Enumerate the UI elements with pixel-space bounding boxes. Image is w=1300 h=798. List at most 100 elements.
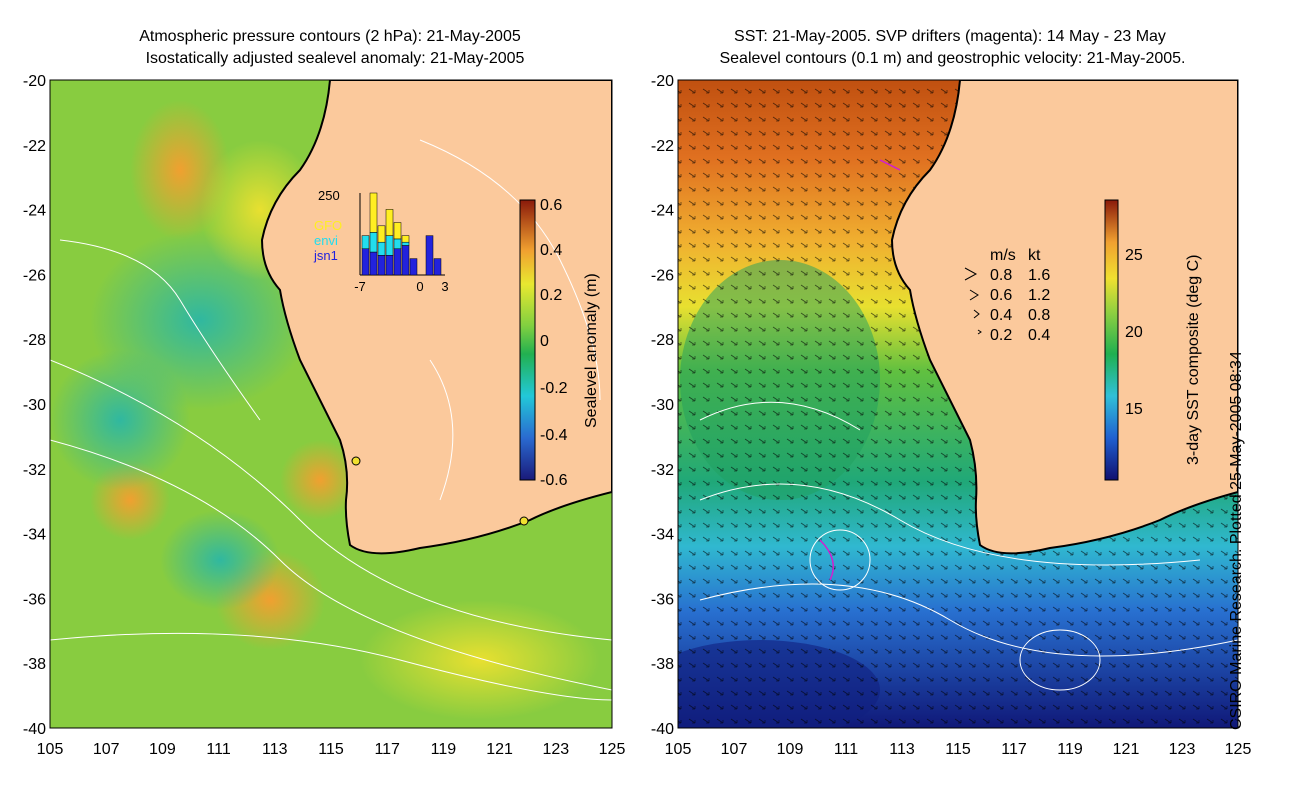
inset-bar-envi	[361, 235, 370, 250]
vel-row2-kt: 0.8	[1028, 307, 1050, 324]
right-lon-tick: 107	[721, 741, 748, 758]
left-cbar-tick-4: -0.2	[540, 380, 568, 397]
inset-bar-gfo	[377, 225, 386, 243]
right-title-line1: SST: 21-May-2005. SVP drifters (magenta)…	[734, 28, 1166, 45]
left-title-line2: Isostatically adjusted sealevel anomaly:…	[145, 50, 525, 67]
velocity-legend: m/s kt 0.8 1.6 0.6 1.2 0.4 0.8 0.2 0.4	[964, 247, 1050, 344]
inset-bar-gfo	[393, 222, 402, 240]
inset-bar-gfo	[401, 235, 410, 243]
left-lat-tick: -28	[23, 332, 46, 349]
left-cbar-tick-3: 0	[540, 333, 549, 350]
inset-xtick-0: -7	[354, 279, 366, 294]
right-lat-tick: -24	[651, 203, 674, 220]
right-lat-tick: -22	[651, 138, 674, 155]
left-lat-tick: -38	[23, 656, 46, 673]
right-lon-tick: 117	[1001, 741, 1027, 758]
vel-row0-kt: 1.6	[1028, 267, 1050, 284]
inset-bar-jsn1	[369, 251, 378, 276]
inset-bar-jsn1	[377, 255, 386, 276]
inset-bar-jsn1	[409, 258, 418, 276]
left-lon-tick: 117	[374, 741, 400, 758]
right-lat-tick: -20	[651, 73, 674, 90]
inset-legend-gfo: GFO	[314, 218, 342, 233]
inset-bar-envi	[377, 241, 386, 256]
left-lat-tick: -34	[23, 527, 46, 544]
left-cbar-tick-0: 0.6	[540, 197, 562, 214]
left-lat-tick: -32	[23, 462, 46, 479]
right-lon-tick: 111	[834, 741, 858, 758]
inset-legend-envi: envi	[314, 233, 338, 248]
inset-bar-envi	[369, 232, 378, 253]
left-lon-tick: 119	[431, 741, 457, 758]
left-lat-tick: -40	[23, 721, 46, 738]
inset-xtick-1: 0	[416, 279, 423, 294]
right-lon-tick: 119	[1057, 741, 1083, 758]
vel-header-kt: kt	[1028, 247, 1041, 264]
inset-histogram: 250 GFO envi jsn1 -7 0 3	[313, 188, 449, 294]
left-lon-tick: 105	[37, 741, 64, 758]
vel-row3-kt: 0.4	[1028, 327, 1050, 344]
right-lat-tick: -26	[651, 267, 674, 284]
inset-bar-jsn1	[433, 258, 442, 276]
right-land	[890, 80, 1238, 555]
left-lat-tick: -36	[23, 591, 46, 608]
right-lon-tick: 109	[777, 741, 804, 758]
right-title-line2: Sealevel contours (0.1 m) and geostrophi…	[719, 50, 1186, 67]
inset-bar-jsn1	[361, 248, 370, 276]
left-lat-tick: -30	[23, 397, 46, 414]
right-lat-tick: -38	[651, 656, 674, 673]
left-lon-tick: 111	[206, 741, 230, 758]
inset-ymax: 250	[318, 188, 340, 203]
right-cbar-tick-2: 15	[1125, 401, 1143, 418]
left-lon-tick: 125	[599, 741, 626, 758]
inset-bar-jsn1	[393, 248, 402, 276]
left-lat-tick: -20	[23, 73, 46, 90]
inset-bar-envi	[393, 238, 402, 250]
right-map	[678, 80, 1238, 728]
inset-bar-gfo	[385, 209, 394, 236]
left-lon-tick: 113	[262, 741, 288, 758]
right-cbar-tick-0: 25	[1125, 247, 1143, 264]
right-colorbar: 25 20 15 3-day SST composite (deg C)	[1104, 199, 1202, 481]
left-lon-tick: 107	[93, 741, 120, 758]
left-title-line1: Atmospheric pressure contours (2 hPa): 2…	[139, 28, 521, 45]
inset-bar-jsn1	[425, 235, 434, 276]
vel-row1-kt: 1.2	[1028, 287, 1050, 304]
right-lon-tick: 115	[945, 741, 971, 758]
left-cbar-tick-2: 0.2	[540, 287, 562, 304]
left-lat-tick: -24	[23, 203, 46, 220]
right-lat-tick: -28	[651, 332, 674, 349]
left-cbar-tick-1: 0.4	[540, 242, 562, 259]
right-lat-tick: -36	[651, 591, 674, 608]
inset-bar-gfo	[369, 192, 378, 233]
vel-row1-ms: 0.6	[990, 287, 1012, 304]
right-frame	[677, 79, 1239, 729]
inset-bar-jsn1	[385, 255, 394, 276]
right-lat-tick: -32	[651, 462, 674, 479]
vel-header-ms: m/s	[990, 247, 1016, 264]
left-lon-tick: 115	[318, 741, 344, 758]
inset-legend-jsn1: jsn1	[313, 248, 338, 263]
inset-bars	[361, 192, 442, 276]
right-lon-tick: 105	[665, 741, 692, 758]
axis-ticks: -20 -22 -24 -26 -28 -30 -32 -34 -36 -38 -40 105 107 1…	[23, 73, 1252, 758]
inset-bar-envi	[385, 235, 394, 256]
left-cbar-label: Sealevel anomaly (m)	[583, 273, 600, 428]
left-lon-tick: 123	[542, 741, 569, 758]
inset-bar-jsn1	[401, 245, 410, 276]
left-colorbar: 0.6 0.4 0.2 0 -0.2 -0.4 -0.6 Sealevel an…	[519, 197, 600, 489]
vel-row2-ms: 0.4	[990, 307, 1012, 324]
left-lat-tick: -22	[23, 138, 46, 155]
left-cbar-tick-5: -0.4	[540, 427, 568, 444]
left-frame	[49, 79, 613, 729]
credit-note: CSIRO Marine Research. Plotted 25-May-20…	[1228, 351, 1245, 730]
right-lat-tick: -40	[651, 721, 674, 738]
left-lat-tick: -26	[23, 267, 46, 284]
inset-xtick-2: 3	[441, 279, 448, 294]
inset-bar-envi	[401, 241, 410, 246]
left-cbar-tick-6: -0.6	[540, 472, 568, 489]
left-lon-tick: 109	[149, 741, 176, 758]
right-lon-tick: 125	[1225, 741, 1252, 758]
right-lon-tick: 121	[1113, 741, 1140, 758]
